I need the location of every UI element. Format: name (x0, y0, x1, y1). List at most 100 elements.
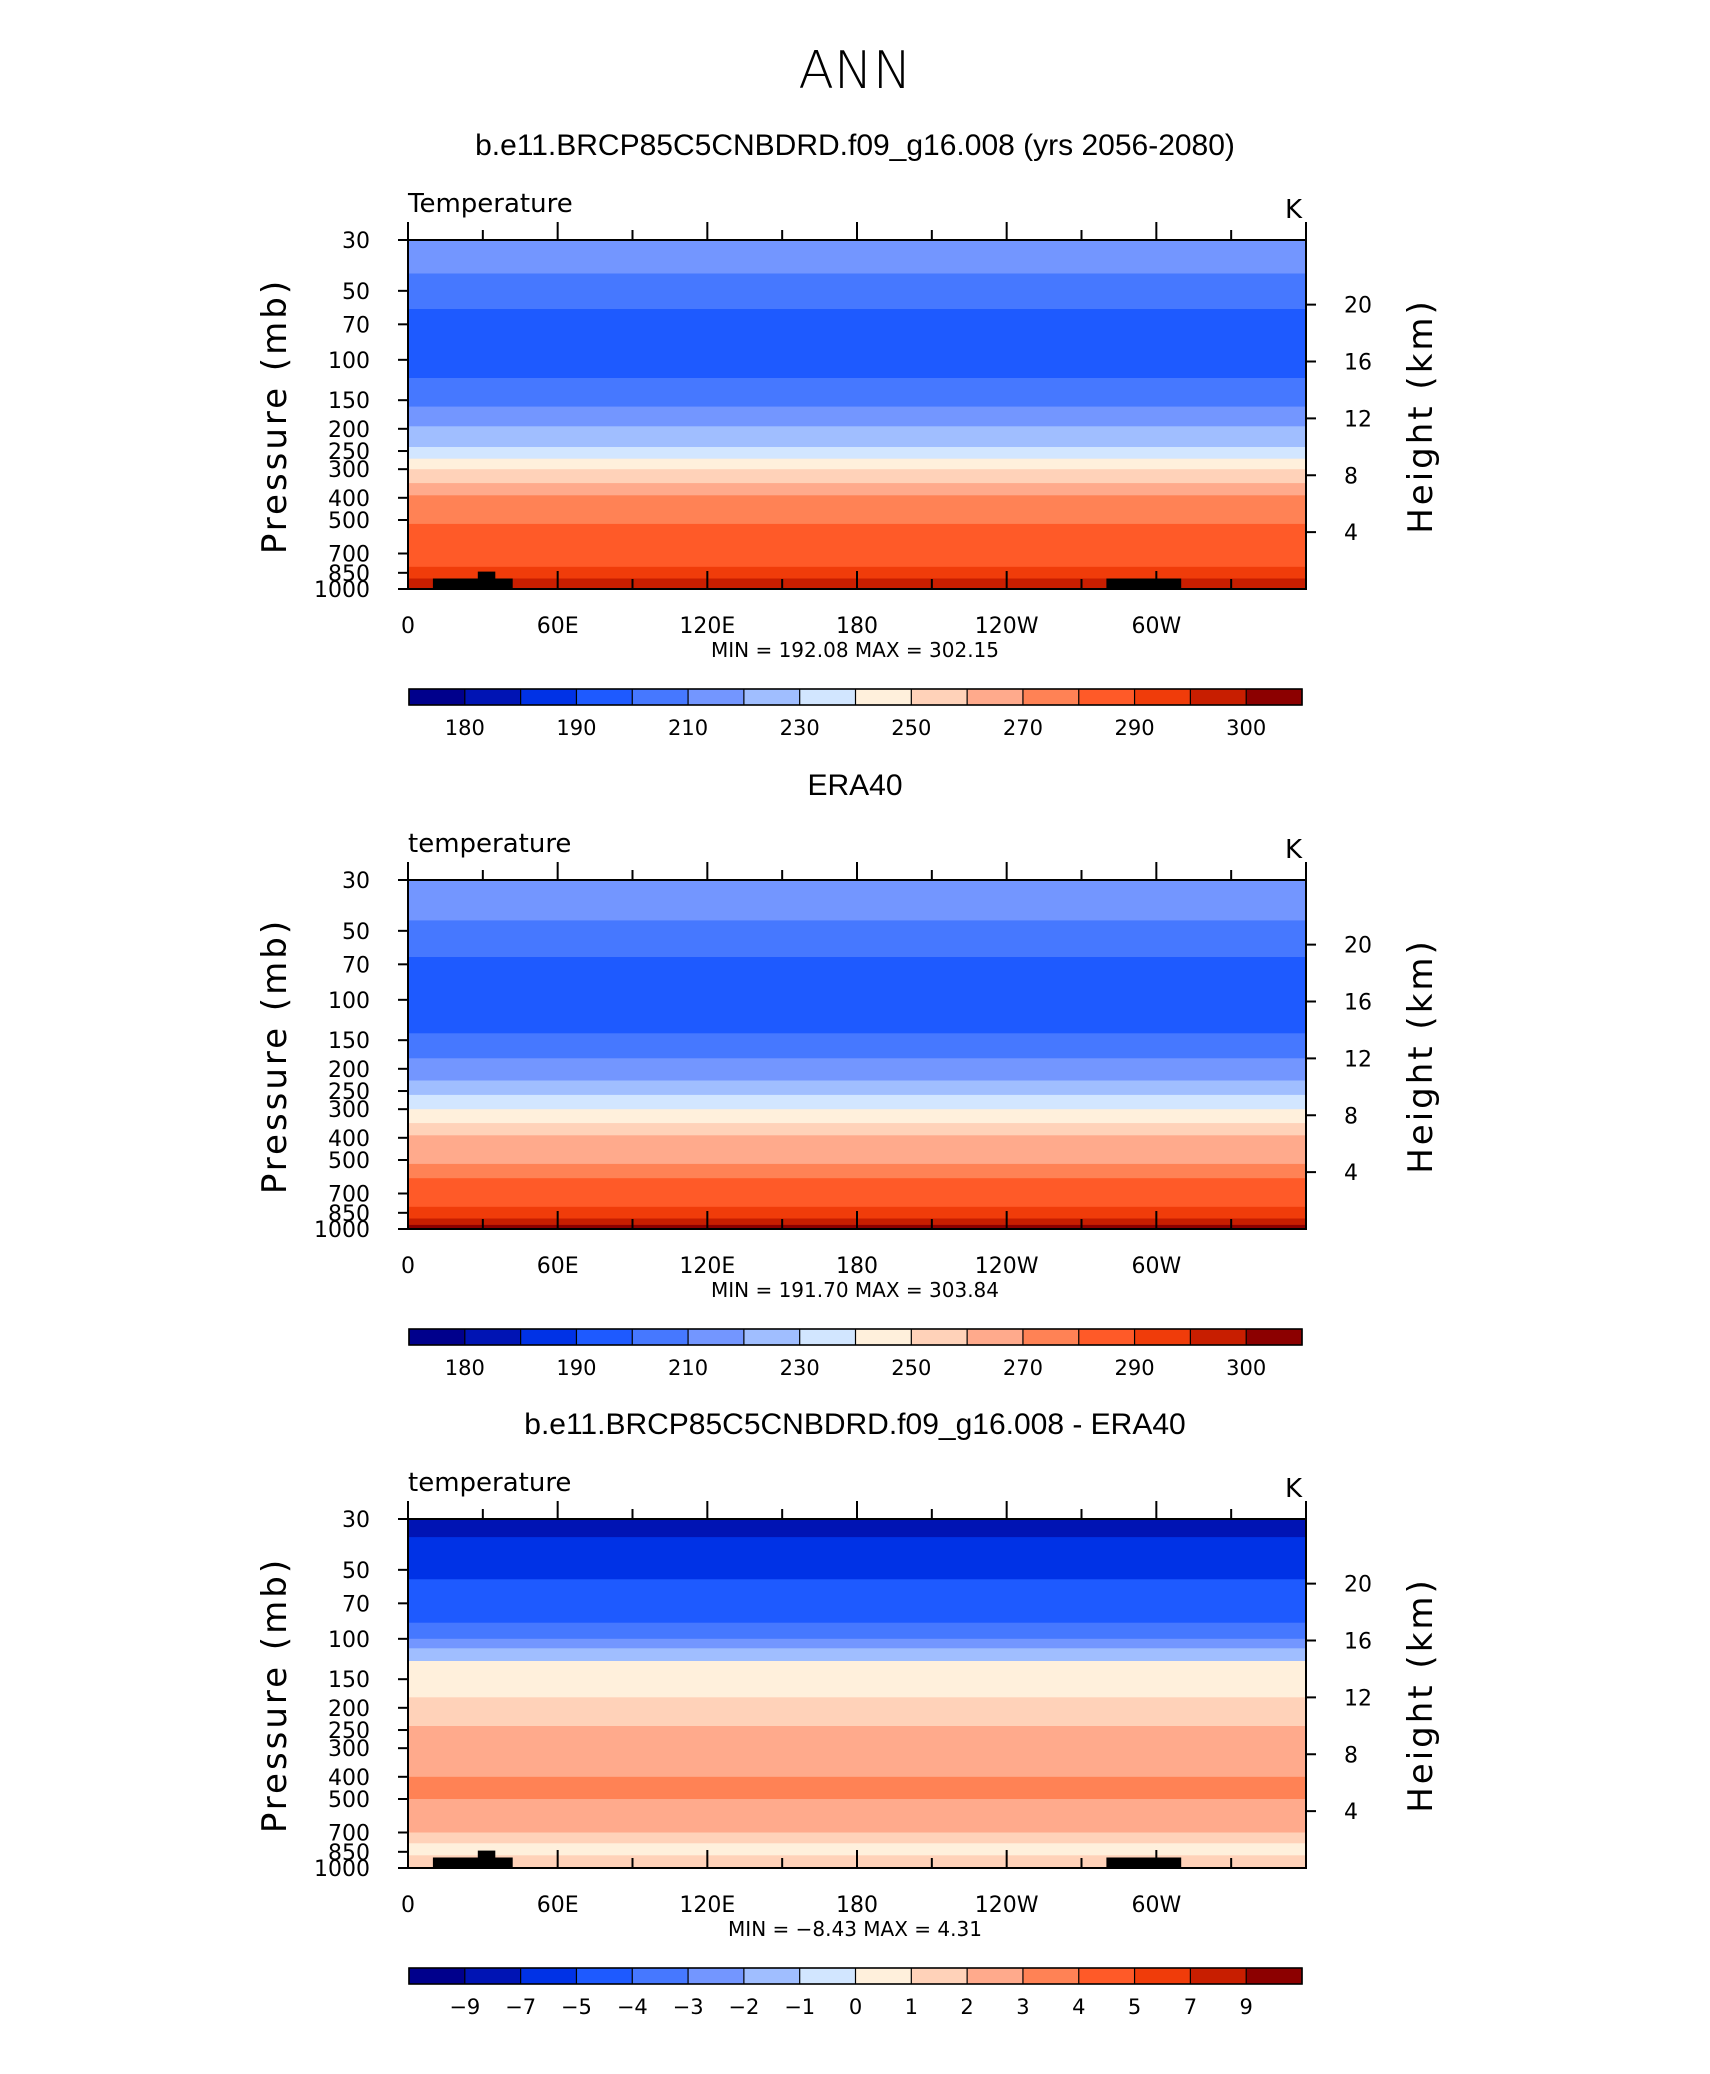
contour-band (408, 1123, 1306, 1136)
height-axis-title: Height (km) (1401, 298, 1441, 534)
y-tick-label: 250 (328, 1080, 370, 1105)
contour-band (408, 507, 1306, 525)
contour-band (408, 1080, 1306, 1096)
contour-band (408, 469, 1306, 484)
colorbar-swatch (743, 689, 801, 705)
contour-band (408, 1163, 1306, 1179)
y-tick-label: 700 (328, 543, 370, 568)
colorbar-swatch (967, 1968, 1024, 1984)
y-tick-label: 200 (328, 1058, 370, 1083)
y-tick-label: 70 (342, 313, 370, 338)
colorbar-label: −1 (784, 1995, 815, 2019)
colorbar-swatch (1246, 1329, 1303, 1345)
colorbar-label: 5 (1128, 1995, 1141, 2019)
height-axis: 4 8 12 16 20 Height (km) (1306, 1573, 1441, 1825)
colorbar-swatch (464, 1968, 522, 1984)
y-tick-label: 50 (342, 920, 370, 945)
colorbar-swatch (632, 1968, 689, 1984)
colorbar-swatch (1134, 1329, 1191, 1345)
colorbar-swatch (688, 689, 745, 705)
colorbar-label: 190 (556, 1356, 596, 1380)
y-tick-label: 500 (328, 1149, 370, 1174)
height-tick-label: 4 (1344, 1800, 1358, 1825)
colorbar-swatch (799, 1329, 856, 1345)
min-max-stats: MIN = 192.08 MAX = 302.15 (711, 638, 999, 662)
contour-band (408, 1776, 1306, 1800)
colorbar-label: 190 (556, 716, 596, 740)
contour-band (408, 483, 1306, 496)
x-axis: 0 60E 120E 180 120W 60W (401, 1501, 1307, 1918)
colorbar-swatch (520, 1329, 577, 1345)
colorbar-swatch (1190, 1329, 1247, 1345)
height-tick-label: 20 (1344, 934, 1372, 959)
contour-band (408, 1135, 1306, 1148)
y-tick-label: 250 (328, 1719, 370, 1744)
contour-band (408, 1033, 1306, 1059)
y-tick-label: 30 (342, 1508, 370, 1533)
x-tick-label: 0 (401, 1254, 415, 1279)
colorbar-label: −9 (449, 1995, 480, 2019)
contour-band (408, 1622, 1306, 1640)
x-tick-label: 60W (1131, 614, 1181, 639)
colorbar-label: 2 (960, 1995, 973, 2019)
y-tick-label: 700 (328, 1822, 370, 1847)
colorbar-swatch (799, 689, 856, 705)
colorbar-label: 7 (1184, 1995, 1197, 2019)
y-tick-label: 1000 (314, 1218, 370, 1243)
colorbar-swatch (632, 689, 689, 705)
min-max-stats: MIN = −8.43 MAX = 4.31 (728, 1917, 982, 1941)
contour-band (408, 1661, 1306, 1698)
units-label: K (1285, 835, 1303, 865)
contour-band (408, 553, 1306, 568)
contour-bands (408, 1519, 1306, 1869)
colorbar-label: −3 (673, 1995, 704, 2019)
contour-band (408, 1648, 1306, 1662)
x-tick-label: 60E (537, 1893, 579, 1918)
contour-band (408, 1638, 1306, 1649)
colorbar-swatch (1134, 1968, 1191, 1984)
contour-band (408, 1178, 1306, 1195)
x-tick-label: 120E (679, 1893, 735, 1918)
colorbar-label: −4 (617, 1995, 648, 2019)
contour-band (408, 1579, 1306, 1624)
panel-1: b.e11.BRCP85C5CNBDRD.f09_g16.008 (yrs 20… (255, 129, 1441, 740)
y-tick-label: 50 (342, 1559, 370, 1584)
y-tick-label: 700 (328, 1183, 370, 1208)
colorbar-swatch (688, 1329, 745, 1345)
variable-label: temperature (408, 1468, 571, 1498)
colorbar-swatch (1246, 689, 1303, 705)
colorbar-label: 1 (905, 1995, 918, 2019)
y-tick-label: 500 (328, 509, 370, 534)
height-tick-label: 4 (1344, 1161, 1358, 1186)
colorbar-swatch (1078, 689, 1136, 705)
x-tick-label: 0 (401, 1893, 415, 1918)
y-tick-label: 300 (328, 458, 370, 483)
y-tick-label: 50 (342, 280, 370, 305)
figure-title: ANN (798, 41, 911, 101)
y-tick-label: 70 (342, 1592, 370, 1617)
colorbar-label: 4 (1072, 1995, 1085, 2019)
height-tick-label: 16 (1344, 351, 1372, 376)
colorbar-swatch (464, 689, 522, 705)
colorbar-swatch (576, 1329, 633, 1345)
topography-block (432, 1857, 513, 1868)
contour-band (408, 1193, 1306, 1208)
y-tick-label: 70 (342, 953, 370, 978)
x-tick-label: 60E (537, 1254, 579, 1279)
colorbar-label: 3 (1016, 1995, 1029, 2019)
colorbar-swatch (1078, 1329, 1136, 1345)
colorbar-swatch (799, 1968, 856, 1984)
height-axis-title: Height (km) (1401, 1577, 1441, 1813)
colorbar-swatch (1134, 689, 1191, 705)
y-tick-label: 300 (328, 1737, 370, 1762)
colorbar-swatch (743, 1329, 801, 1345)
colorbar-label: −2 (728, 1995, 759, 2019)
height-tick-label: 12 (1344, 1686, 1372, 1711)
y-tick-label: 400 (328, 1766, 370, 1791)
colorbar-label: 230 (780, 716, 820, 740)
units-label: K (1285, 195, 1303, 225)
contour-band (408, 1519, 1306, 1538)
